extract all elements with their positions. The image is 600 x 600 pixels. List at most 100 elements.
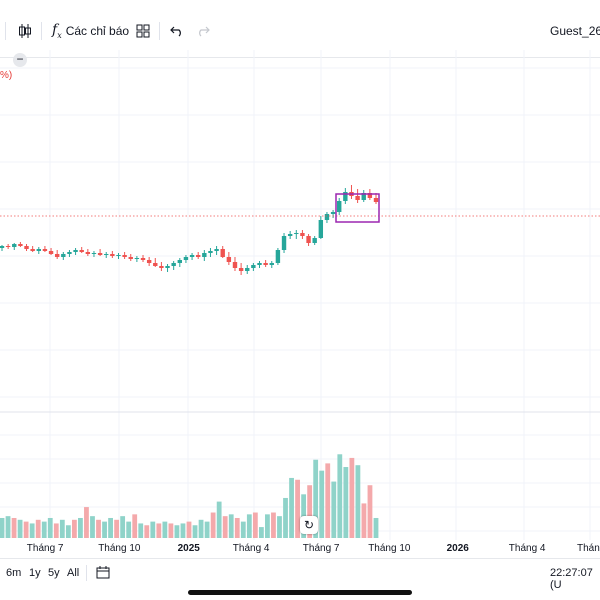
range-1y[interactable]: 1y — [29, 567, 41, 579]
volume-bar — [325, 463, 331, 538]
user-name[interactable]: Guest_269 — [550, 24, 600, 38]
candle-body — [226, 257, 232, 262]
candle-body — [24, 246, 29, 249]
candle-body — [208, 251, 213, 253]
candle-body — [122, 255, 127, 257]
calendar-icon — [96, 566, 110, 579]
reset-chart-button[interactable]: ↻ — [300, 516, 318, 534]
volume-bar — [47, 517, 53, 538]
candle-body — [104, 254, 109, 255]
volume-bar — [138, 523, 144, 538]
volume-bar — [277, 516, 282, 538]
volume-bar — [331, 481, 337, 538]
fx-icon: fx — [52, 22, 62, 40]
candle-body — [195, 255, 201, 257]
volume-bar — [295, 479, 300, 538]
candle-body — [275, 250, 281, 263]
range-5y[interactable]: 5y — [48, 567, 60, 579]
candle-body — [361, 193, 366, 200]
indicators-label: Các chỉ báo — [65, 24, 130, 38]
candle-body — [165, 266, 170, 268]
volume-bar — [210, 512, 216, 538]
volume-bar — [289, 477, 294, 538]
volume-bar — [35, 519, 41, 538]
candle-body — [134, 258, 140, 259]
volume-bar — [246, 514, 252, 538]
volume-bar — [78, 517, 83, 538]
candlestick-icon — [19, 24, 31, 38]
volume-bar — [23, 521, 29, 538]
volume-bar — [373, 517, 379, 538]
candle-body — [367, 193, 373, 198]
time-axis-label: 2025 — [177, 543, 200, 554]
range-6m[interactable]: 6m — [6, 567, 22, 579]
volume-bar — [11, 517, 17, 538]
volume-bar — [96, 519, 101, 538]
collapse-pane-button[interactable]: − — [13, 53, 27, 67]
time-axis-label: Tháng 4 — [508, 543, 546, 554]
volume-bar — [186, 521, 192, 538]
footer-bar: 6m 1y 5y All 22:27:07 (U — [0, 558, 600, 600]
volume-bar — [17, 519, 23, 538]
volume-bar — [84, 507, 89, 538]
volume-bar — [65, 525, 71, 538]
candle-type-button[interactable] — [18, 18, 32, 44]
candle-body — [110, 254, 115, 256]
candle-body — [18, 244, 23, 246]
clock: 22:27:07 (U — [550, 567, 593, 591]
volume-bar — [108, 517, 113, 538]
volume-bar — [271, 512, 276, 538]
volume-bar — [71, 519, 77, 538]
candle-body — [61, 254, 66, 257]
candle-body — [251, 265, 256, 268]
volume-bar — [367, 485, 373, 538]
candle-body — [146, 260, 152, 263]
volume-bar — [29, 523, 35, 538]
range-all[interactable]: All — [67, 567, 80, 579]
volume-bar — [150, 521, 156, 538]
candle-body — [214, 249, 219, 251]
volume-bar — [132, 514, 138, 538]
candle-body — [337, 201, 342, 212]
highlight-rectangle — [335, 193, 380, 223]
candle-body — [153, 263, 158, 266]
volume-bar — [252, 512, 258, 538]
volume-bar — [283, 497, 288, 538]
toolbar-divider — [41, 22, 42, 40]
layout-button[interactable] — [136, 18, 150, 44]
volume-bar — [41, 521, 47, 538]
volume-bar — [265, 514, 270, 538]
candle-body — [12, 244, 17, 247]
candle-body — [300, 233, 305, 236]
time-axis-label: Tháng 10 — [368, 543, 411, 554]
time-axis-label: 2026 — [446, 543, 469, 554]
candle-body — [48, 251, 54, 254]
candle-body — [355, 196, 360, 200]
date-range-button[interactable] — [96, 565, 110, 582]
candle-body — [257, 263, 262, 265]
volume-bar — [90, 516, 95, 538]
undo-button[interactable] — [170, 18, 184, 44]
volume-bar — [102, 521, 107, 538]
candle-body — [5, 246, 11, 247]
volume-bar — [5, 516, 11, 538]
candle-body — [73, 250, 78, 252]
candle-body — [97, 253, 103, 255]
volume-bar — [204, 521, 210, 538]
time-axis-label: Tháng — [577, 543, 600, 554]
reset-icon: ↻ — [303, 518, 315, 532]
candle-body — [177, 260, 183, 263]
redo-button[interactable] — [196, 18, 210, 44]
candle-body — [294, 233, 299, 234]
redo-icon — [199, 26, 210, 37]
volume-bar — [174, 525, 180, 538]
indicators-button[interactable]: fx Các chỉ báo — [52, 18, 129, 44]
candle-body — [67, 252, 72, 254]
home-indicator — [188, 590, 412, 595]
toolbar-divider — [159, 22, 160, 40]
price-chart[interactable] — [0, 50, 600, 540]
candle-body — [140, 258, 146, 260]
volume-bar — [53, 523, 59, 538]
volume-bar — [355, 465, 361, 538]
volume-bar — [156, 523, 162, 538]
